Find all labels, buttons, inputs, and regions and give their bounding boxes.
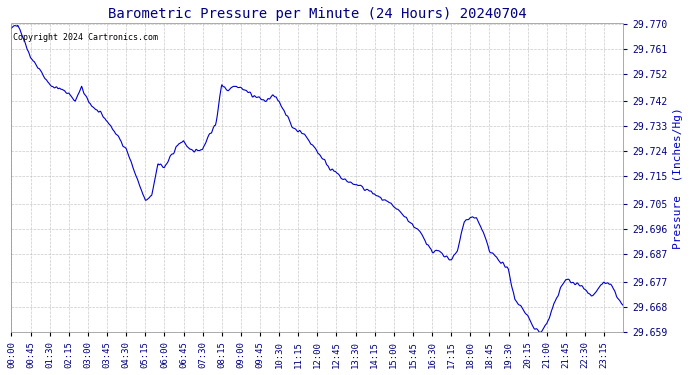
Text: Copyright 2024 Cartronics.com: Copyright 2024 Cartronics.com: [12, 33, 158, 42]
Y-axis label: Pressure  (Inches/Hg): Pressure (Inches/Hg): [673, 107, 683, 249]
Title: Barometric Pressure per Minute (24 Hours) 20240704: Barometric Pressure per Minute (24 Hours…: [108, 7, 526, 21]
